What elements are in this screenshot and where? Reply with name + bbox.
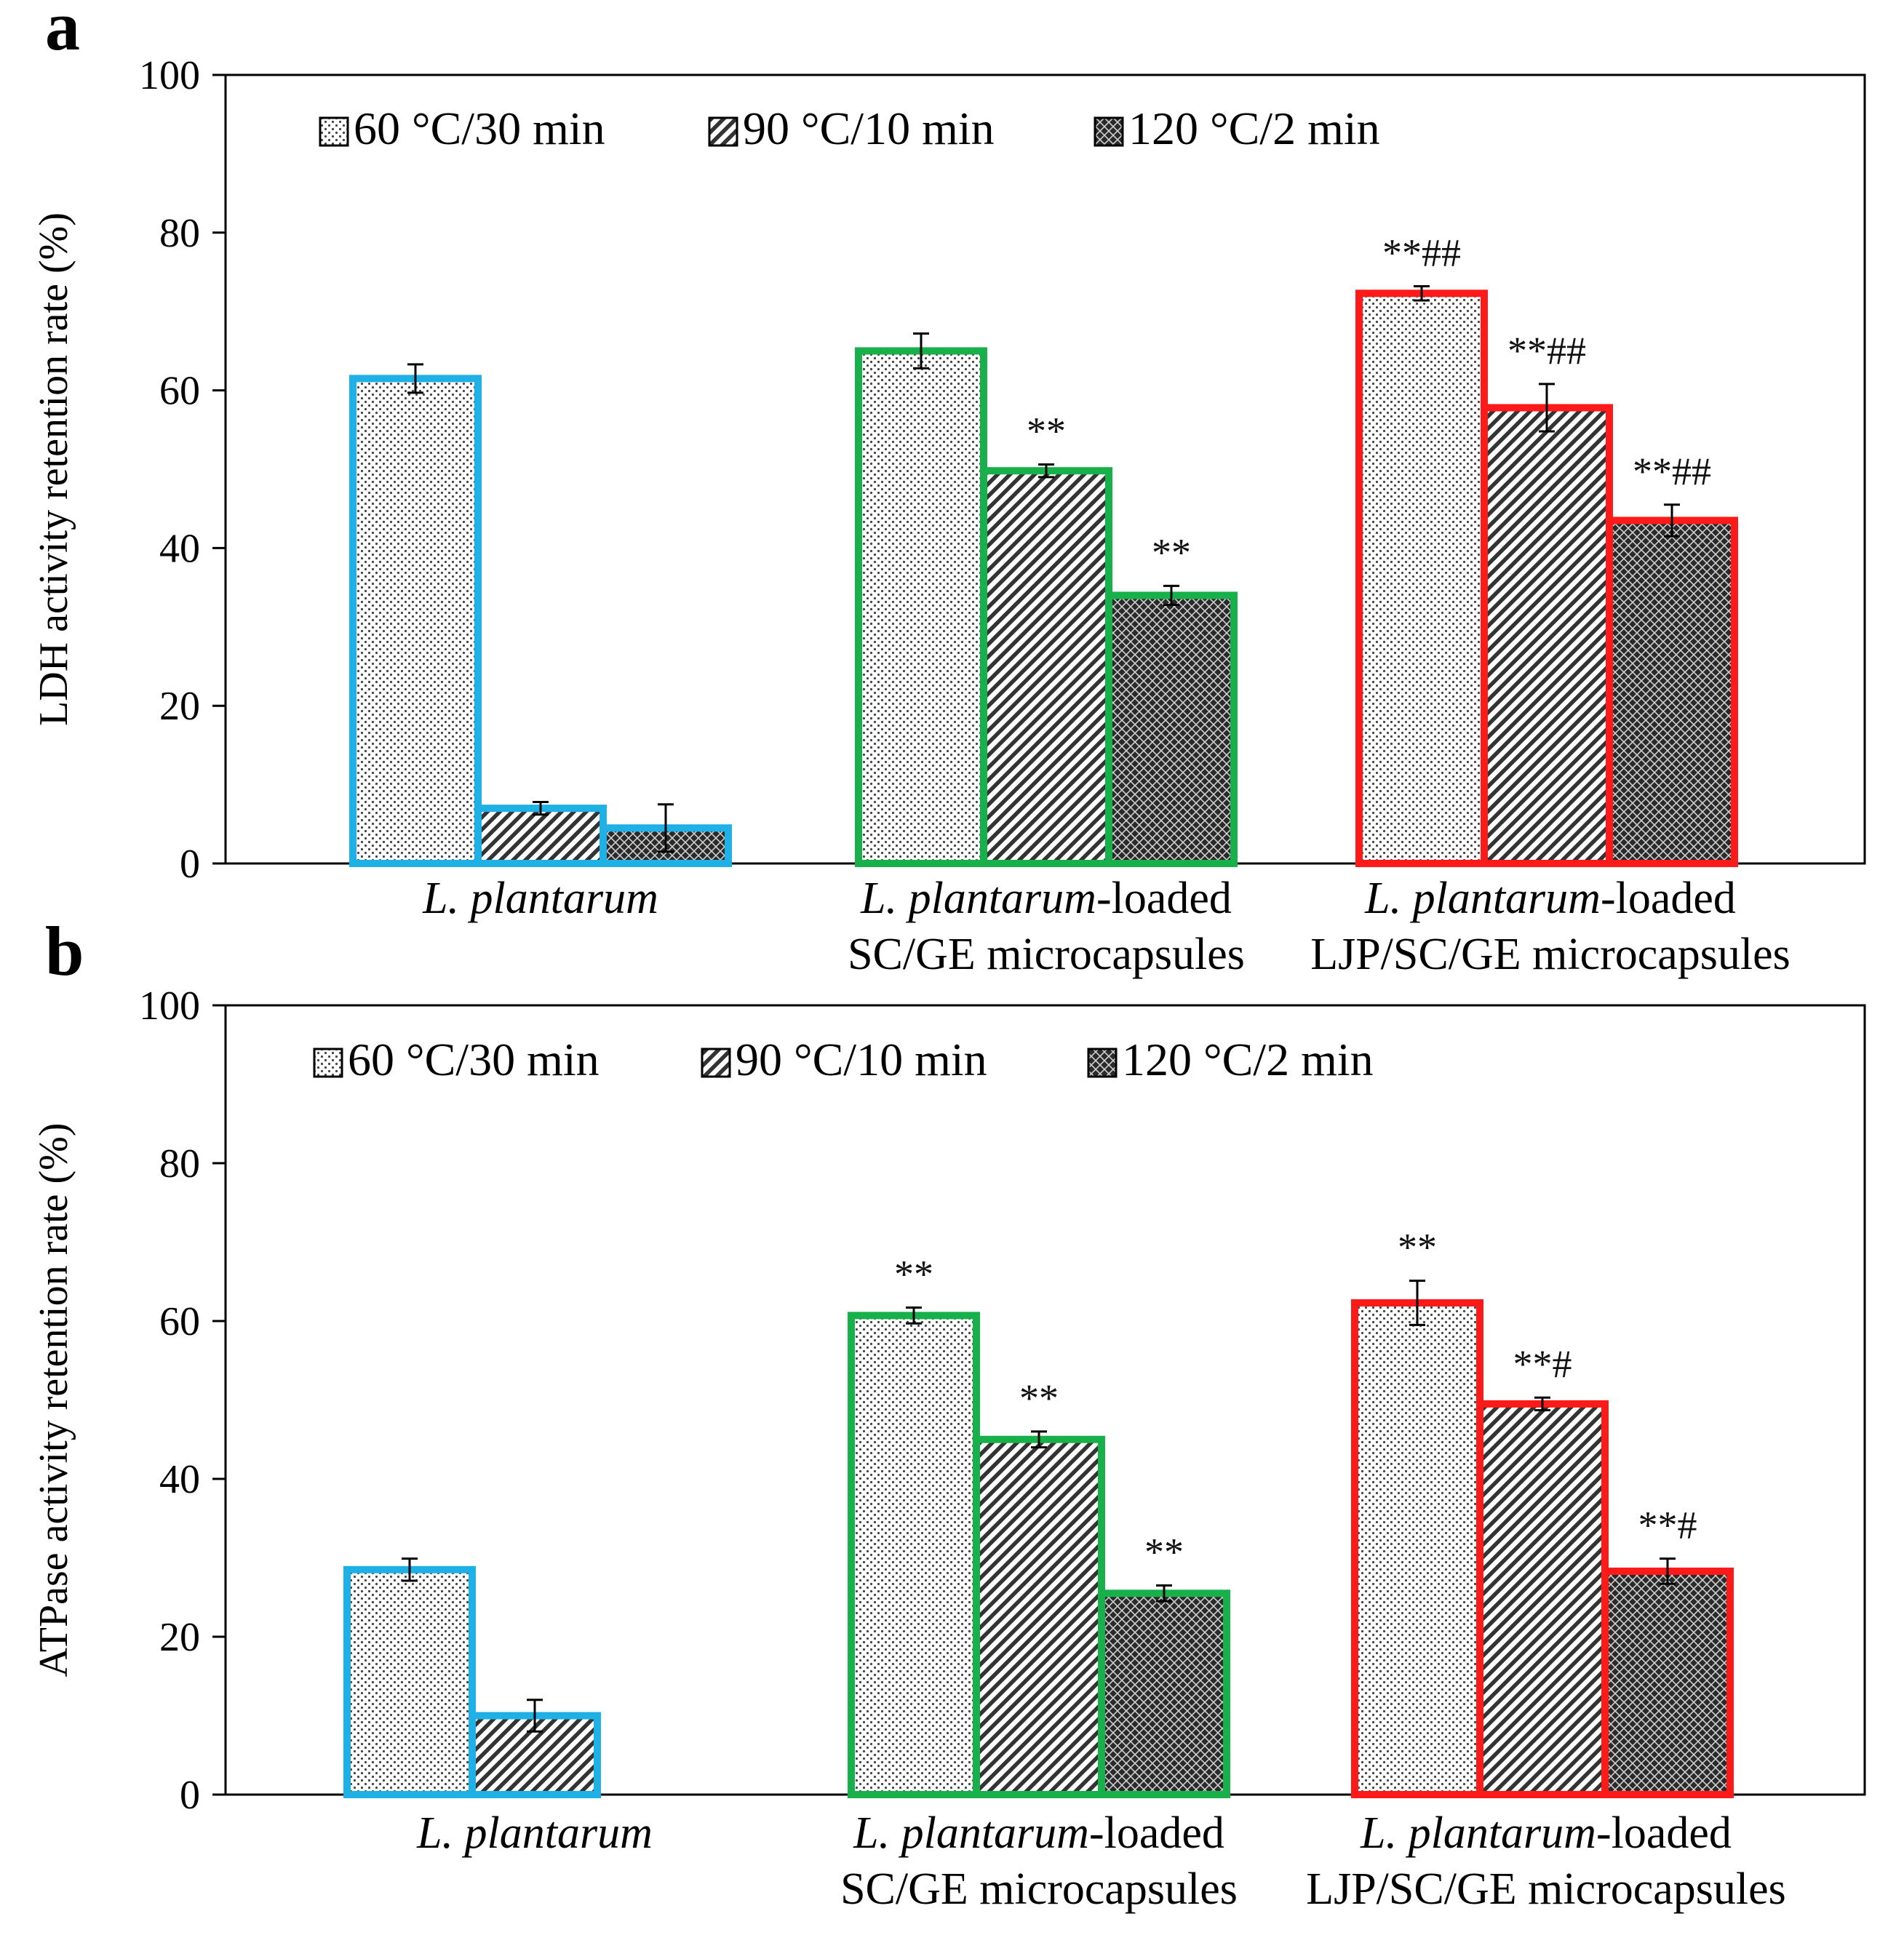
significance-label: **: [1144, 1530, 1184, 1573]
bar: [1481, 404, 1613, 867]
bar: [1105, 591, 1238, 867]
y-tick-label: 60: [159, 369, 200, 414]
bar: [343, 1565, 476, 1798]
y-tick-label: 20: [159, 1615, 200, 1660]
y-tick-label: 80: [159, 1141, 200, 1186]
y-axis-label: LDH activity retention rate (%): [31, 212, 76, 726]
significance-label: **#: [1638, 1504, 1697, 1547]
category-label: L. plantarum-loaded: [1360, 1808, 1732, 1858]
legend-swatch: [701, 1048, 731, 1078]
category-label-line2: SC/GE microcapsules: [840, 1864, 1238, 1914]
category-label-italic: L. plantarum: [1360, 1808, 1596, 1858]
panel-letter: b: [45, 912, 84, 990]
legend-swatch: [708, 116, 738, 147]
y-tick-label: 40: [159, 1457, 200, 1502]
y-tick-label: 0: [180, 842, 200, 887]
bar: [1601, 1567, 1734, 1799]
bar: [349, 375, 482, 867]
significance-label: **: [1027, 409, 1066, 452]
category-label-line2: LJP/SC/GE microcapsules: [1306, 1864, 1786, 1914]
bar: [1606, 516, 1738, 868]
y-tick-label: 100: [139, 984, 200, 1029]
significance-label: **: [1019, 1376, 1059, 1420]
bar: [973, 1435, 1105, 1798]
bar: [474, 805, 607, 867]
legend-label: 90 °C/10 min: [736, 1034, 987, 1085]
y-axis-label: ATPase activity retention rate (%): [31, 1123, 76, 1677]
significance-label: **##: [1507, 329, 1586, 372]
significance-label: **: [894, 1253, 933, 1296]
bar: [1098, 1589, 1230, 1798]
category-label-line2: LJP/SC/GE microcapsules: [1310, 930, 1791, 979]
significance-label: **##: [1382, 231, 1461, 275]
bar: [855, 347, 987, 867]
chart-panel-b: b 0 20 40 60 80 100 ATPase activity retention r…: [31, 912, 1866, 1914]
category-label: L. plantarum-loaded: [853, 1808, 1224, 1858]
category-label-italic: L. plantarum: [860, 874, 1096, 923]
significance-label: **: [1152, 530, 1191, 574]
category-label-suffix: -loaded: [1089, 1808, 1224, 1858]
bar: [1351, 1299, 1483, 1799]
category-label-line2: SC/GE microcapsules: [848, 930, 1245, 979]
legend-swatch: [1094, 116, 1124, 147]
category-label-italic: L. plantarum: [1364, 874, 1601, 923]
bar: [848, 1312, 980, 1798]
y-tick-label: 20: [159, 684, 200, 729]
legend-label: 120 °C/2 min: [1128, 103, 1380, 154]
chart-panel-a: a 0 20 40 60 80 100 LDH activity retention rate…: [31, 0, 1866, 979]
category-label-italic: L. plantarum: [853, 1808, 1089, 1858]
bar: [980, 467, 1112, 867]
category-label: L. plantarum-loaded: [1364, 874, 1736, 923]
significance-label: **##: [1633, 450, 1711, 493]
legend-label: 60 °C/30 min: [354, 103, 605, 154]
category-label-suffix: -loaded: [1096, 874, 1232, 923]
legend-label: 60 °C/30 min: [348, 1034, 600, 1085]
legend-swatch: [1087, 1048, 1118, 1078]
bar: [1476, 1400, 1609, 1799]
significance-label: **#: [1513, 1342, 1572, 1386]
legend-label: 90 °C/10 min: [743, 103, 995, 154]
legend-label: 120 °C/2 min: [1122, 1034, 1374, 1085]
bar: [1355, 290, 1488, 867]
y-tick-label: 60: [159, 1299, 200, 1344]
y-tick-label: 40: [159, 526, 200, 571]
significance-label: **: [1398, 1226, 1437, 1269]
panel-letter: a: [45, 0, 80, 65]
y-tick-label: 100: [139, 53, 200, 98]
category-label-suffix: -loaded: [1596, 1808, 1732, 1858]
legend-swatch: [313, 1048, 343, 1078]
legend-swatch: [319, 116, 349, 147]
category-label: L. plantarum: [416, 1808, 653, 1858]
y-tick-label: 0: [180, 1773, 200, 1818]
category-label: L. plantarum: [422, 874, 658, 923]
category-label-suffix: -loaded: [1601, 874, 1736, 923]
y-tick-label: 80: [159, 211, 200, 256]
category-label: L. plantarum-loaded: [860, 874, 1232, 923]
